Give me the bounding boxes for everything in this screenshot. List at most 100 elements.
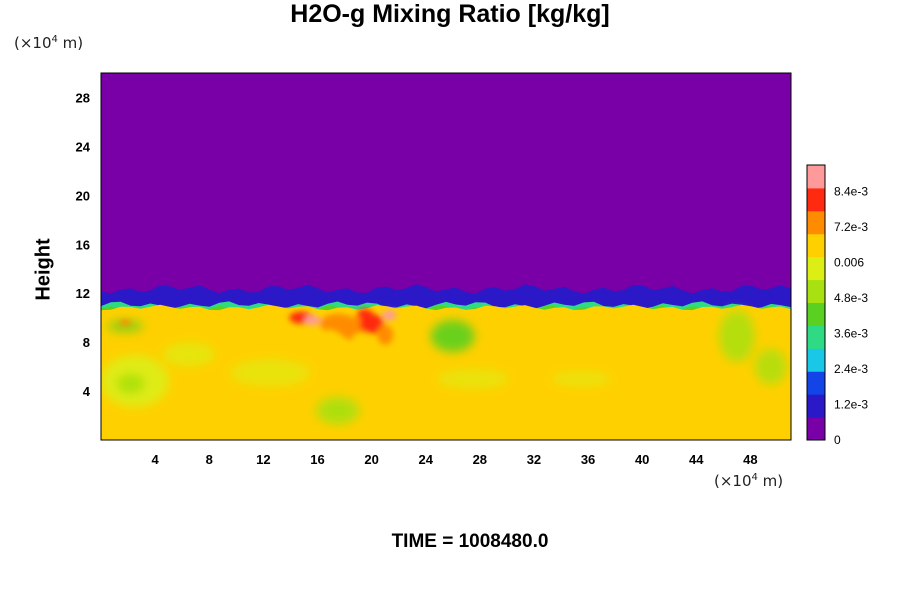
y-axis-unit: (×104 m) <box>14 34 84 52</box>
colorbar-step-57 <box>807 174 825 180</box>
maximum-cell-10 <box>119 319 132 326</box>
colorbar-step-38 <box>807 261 825 267</box>
eddy-right <box>718 310 755 363</box>
x-tick-40: 40 <box>635 452 649 467</box>
eddy-left-core <box>116 373 145 394</box>
colorbar-step-44 <box>807 233 825 239</box>
colorbar-step-18 <box>807 352 825 358</box>
colorbar-step-16 <box>807 362 825 368</box>
x-tick-24: 24 <box>418 452 433 467</box>
maxima-region <box>119 308 397 347</box>
colorbar-step-26 <box>807 316 825 322</box>
colorbar: 0 1.2e-3 2.4e-3 3.6e-3 4.8e-3 0.006 7.2e-3 8.4e… <box>806 164 868 447</box>
colorbar-step-45 <box>807 229 825 235</box>
colorbar-step-30 <box>807 297 825 303</box>
x-axis-unit: (×104 m) <box>714 472 784 490</box>
colorbar-step-4 <box>807 417 825 423</box>
colorbar-step-15 <box>807 366 825 372</box>
colorbar-step-6 <box>807 407 825 413</box>
y-tick-4: 4 <box>83 384 91 399</box>
colorbar-step-19 <box>807 348 825 354</box>
colorbar-step-23 <box>807 330 825 336</box>
y-axis-ticks: 4 8 12 16 20 24 28 <box>76 90 91 399</box>
patch-edge-left <box>107 320 144 333</box>
patch-center <box>437 368 510 389</box>
colorbar-step-29 <box>807 302 825 308</box>
colorbar-step-36 <box>807 270 825 276</box>
colorbar-step-49 <box>807 210 825 216</box>
maximum-cell-8 <box>320 330 339 343</box>
y-tick-12: 12 <box>76 286 90 301</box>
colorbar-tick-3: 3.6e-3 <box>834 327 868 341</box>
colorbar-step-17 <box>807 357 825 363</box>
maximum-cell-5 <box>377 324 394 345</box>
x-tick-8: 8 <box>206 452 213 467</box>
colorbar-step-2 <box>807 426 825 432</box>
colorbar-step-0 <box>807 435 825 441</box>
colorbar-tick-4: 4.8e-3 <box>834 291 868 305</box>
y-tick-28: 28 <box>76 90 90 105</box>
eddy-center <box>430 320 475 353</box>
colorbar-step-47 <box>807 220 825 226</box>
plot-frame <box>100 72 792 441</box>
patch-center-left <box>230 358 311 387</box>
colorbar-step-7 <box>807 403 825 409</box>
y-tick-8: 8 <box>83 335 90 350</box>
x-tick-28: 28 <box>473 452 487 467</box>
x-tick-44: 44 <box>689 452 704 467</box>
colorbar-step-42 <box>807 242 825 248</box>
colorbar-step-24 <box>807 325 825 331</box>
colorbar-step-46 <box>807 224 825 230</box>
colorbar-step-58 <box>807 169 825 175</box>
x-tick-12: 12 <box>256 452 270 467</box>
colorbar-step-37 <box>807 265 825 271</box>
x-tick-36: 36 <box>581 452 595 467</box>
colorbar-step-59 <box>807 165 825 171</box>
colorbar-step-51 <box>807 201 825 207</box>
colorbar-step-33 <box>807 284 825 290</box>
x-tick-20: 20 <box>364 452 378 467</box>
colorbar-step-34 <box>807 279 825 285</box>
colorbar-step-55 <box>807 183 825 189</box>
eddy-right-low <box>754 348 787 385</box>
plot-area <box>101 73 791 440</box>
colorbar-step-21 <box>807 339 825 345</box>
moist-variations <box>101 310 787 425</box>
patch-right-center <box>551 370 612 387</box>
colorbar-frame <box>806 164 826 441</box>
colorbar-step-32 <box>807 288 825 294</box>
colorbar-step-10 <box>807 389 825 395</box>
colorbar-step-40 <box>807 252 825 258</box>
colorbar-step-27 <box>807 311 825 317</box>
x-tick-48: 48 <box>743 452 757 467</box>
colorbar-step-54 <box>807 187 825 193</box>
maximum-cell-1 <box>304 315 321 326</box>
colorbar-step-53 <box>807 192 825 198</box>
colorbar-step-25 <box>807 320 825 326</box>
y-tick-20: 20 <box>76 188 90 203</box>
maximum-cell-7 <box>382 310 397 321</box>
colorbar-step-56 <box>807 178 825 184</box>
x-axis-ticks: 4 8 12 16 20 24 28 32 36 40 44 48 <box>152 452 758 467</box>
maximum-cell-6 <box>352 332 373 347</box>
colorbar-step-22 <box>807 334 825 340</box>
colorbar-step-5 <box>807 412 825 418</box>
colorbar-step-52 <box>807 197 825 203</box>
colorbar-tick-0: 0 <box>834 433 841 447</box>
x-tick-16: 16 <box>310 452 324 467</box>
colorbar-step-11 <box>807 385 825 391</box>
colorbar-step-48 <box>807 215 825 221</box>
colorbar-step-35 <box>807 275 825 281</box>
patch-left-mid <box>162 342 215 367</box>
x-tick-32: 32 <box>527 452 541 467</box>
colorbar-step-43 <box>807 238 825 244</box>
colorbar-tick-7: 8.4e-3 <box>834 185 868 199</box>
maximum-cell-9 <box>356 308 373 319</box>
colorbar-tick-1: 1.2e-3 <box>834 398 868 412</box>
colorbar-step-13 <box>807 375 825 381</box>
colorbar-tick-6: 7.2e-3 <box>834 220 868 234</box>
colorbar-step-8 <box>807 398 825 404</box>
colorbar-step-39 <box>807 256 825 262</box>
colorbar-step-31 <box>807 293 825 299</box>
